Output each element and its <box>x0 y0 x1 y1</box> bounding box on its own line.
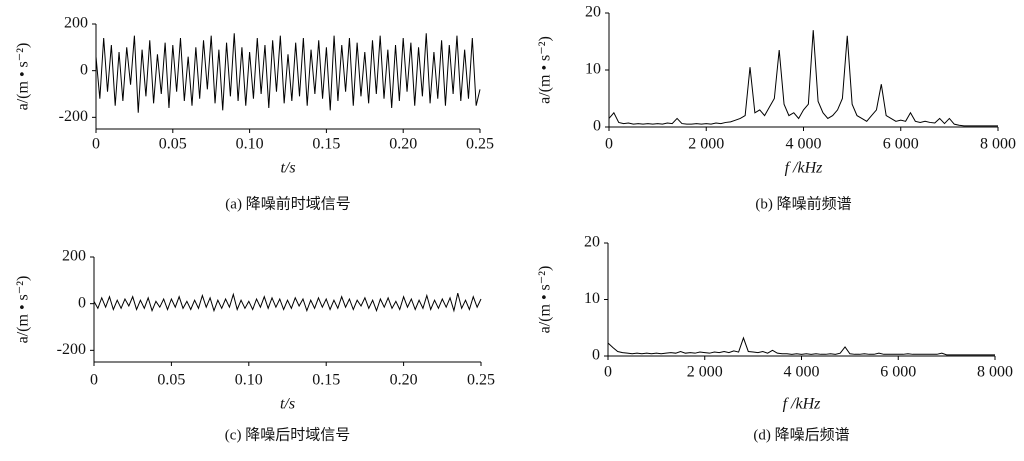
caption: (b) 降噪前频谱 <box>755 195 851 212</box>
y-tick-label: 20 <box>585 4 601 21</box>
x-tick-label: 0.25 <box>467 372 495 389</box>
y-tick-label: -200 <box>59 108 88 125</box>
y-tick-label: 0 <box>78 294 86 311</box>
x-axis-label: t/s <box>280 160 295 177</box>
signal-line <box>93 292 482 313</box>
x-tick-label: 6 000 <box>880 364 916 381</box>
x-tick-label: 0.15 <box>312 372 340 389</box>
y-tick-label: 20 <box>584 234 600 251</box>
x-tick-label: 6 000 <box>883 136 919 153</box>
x-tick-label: 0.10 <box>235 372 263 389</box>
x-tick-label: 0 <box>604 364 612 381</box>
x-tick-label: 0.20 <box>389 136 417 153</box>
caption: (d) 降噪后频谱 <box>753 426 849 443</box>
y-tick-label: 10 <box>584 290 600 307</box>
x-axis-label: t/s <box>280 396 295 413</box>
x-tick-label: 0 <box>92 136 100 153</box>
y-axis-label: a/(m • s⁻²) <box>537 266 554 334</box>
x-axis-label: f /kHz <box>783 396 822 413</box>
y-tick-label: 10 <box>585 61 601 78</box>
x-tick-label: 0 <box>605 136 613 153</box>
x-tick-label: 2 000 <box>687 364 723 381</box>
y-axis-label: a/(m • s⁻²) <box>15 276 32 344</box>
x-tick-label: 4 000 <box>784 364 820 381</box>
x-tick-label: 2 000 <box>688 136 724 153</box>
x-tick-label: 0.15 <box>312 136 340 153</box>
x-tick-label: 0.05 <box>159 136 187 153</box>
y-axis-label: a/(m • s⁻²) <box>537 36 554 104</box>
y-axis-label: a/(m • s⁻²) <box>15 43 32 111</box>
x-tick-label: 0.10 <box>236 136 264 153</box>
x-tick-label: 8 000 <box>977 364 1013 381</box>
y-tick-label: 200 <box>64 15 88 32</box>
y-tick-label: 0 <box>592 347 600 364</box>
x-tick-label: 4 000 <box>786 136 822 153</box>
y-tick-label: 0 <box>80 61 88 78</box>
x-tick-label: 0.05 <box>157 372 185 389</box>
y-tick-label: 200 <box>62 248 86 265</box>
signal-line <box>95 33 481 113</box>
y-tick-label: -200 <box>57 341 86 358</box>
signal-line <box>607 336 995 356</box>
caption: (c) 降噪后时域信号 <box>225 426 350 443</box>
axes <box>607 243 995 357</box>
axes <box>95 24 480 130</box>
x-tick-label: 0.20 <box>390 372 418 389</box>
x-tick-label: 0 <box>90 372 98 389</box>
x-tick-label: 8 000 <box>980 136 1016 153</box>
signal-line <box>608 30 998 127</box>
caption: (a) 降噪前时域信号 <box>225 195 350 212</box>
x-tick-label: 0.25 <box>466 136 494 153</box>
y-tick-label: 0 <box>593 118 601 135</box>
x-axis-label: f /kHz <box>785 160 824 177</box>
